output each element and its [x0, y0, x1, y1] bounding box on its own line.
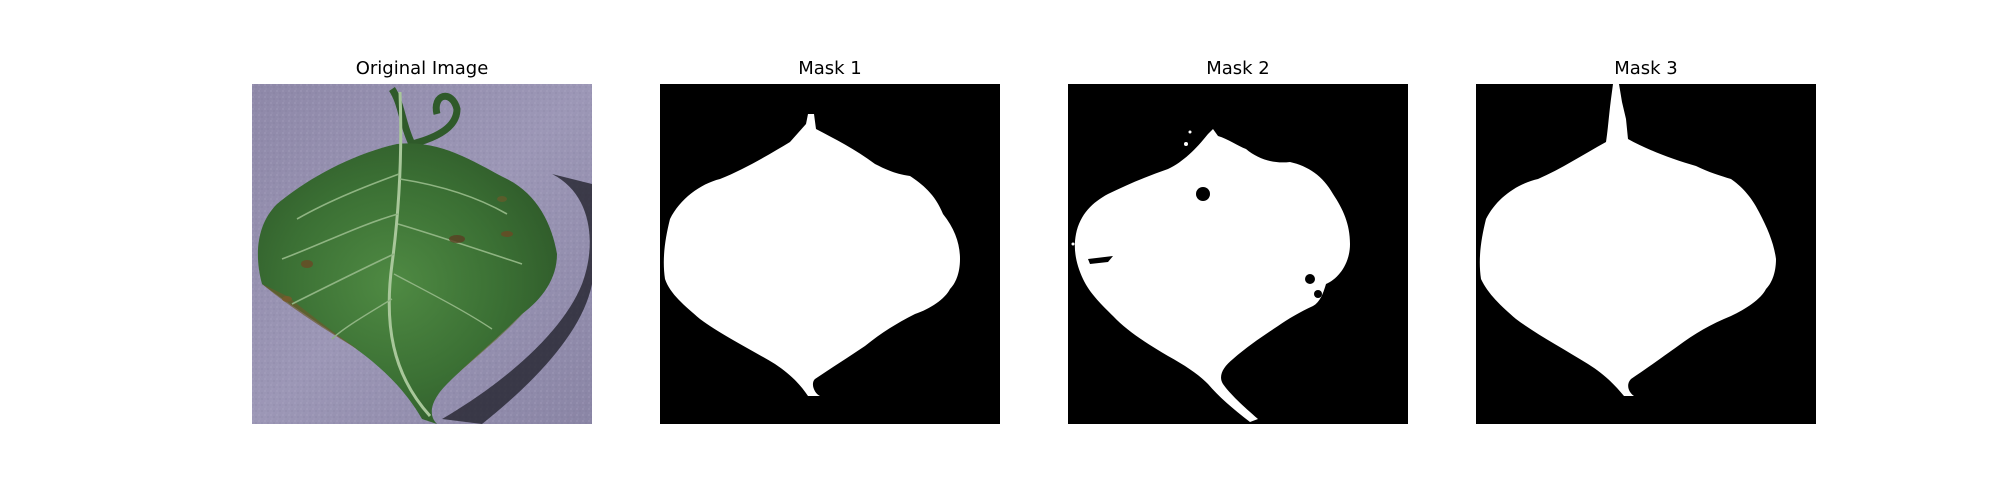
mask-1-svg: [660, 84, 1000, 424]
mask-3-image: [1476, 84, 1816, 424]
original-leaf-svg: [252, 84, 592, 424]
mask-3-svg: [1476, 84, 1816, 424]
panel-title-mask-3: Mask 3: [1614, 58, 1678, 79]
panel-mask-2: Mask 2: [1068, 0, 1408, 500]
mask-2-svg: [1068, 84, 1408, 424]
mask-1-image: [660, 84, 1000, 424]
panel-title-original-image: Original Image: [355, 58, 489, 79]
panel-original-image: Original Image: [252, 0, 592, 500]
panel-title-mask-1: Mask 1: [798, 58, 862, 79]
panel-mask-3: Mask 3: [1476, 0, 1816, 500]
mask-2-image: [1068, 84, 1408, 424]
original-leaf-photo: [252, 84, 592, 424]
panel-title-mask-2: Mask 2: [1206, 58, 1270, 79]
panel-mask-1: Mask 1: [660, 0, 1000, 500]
